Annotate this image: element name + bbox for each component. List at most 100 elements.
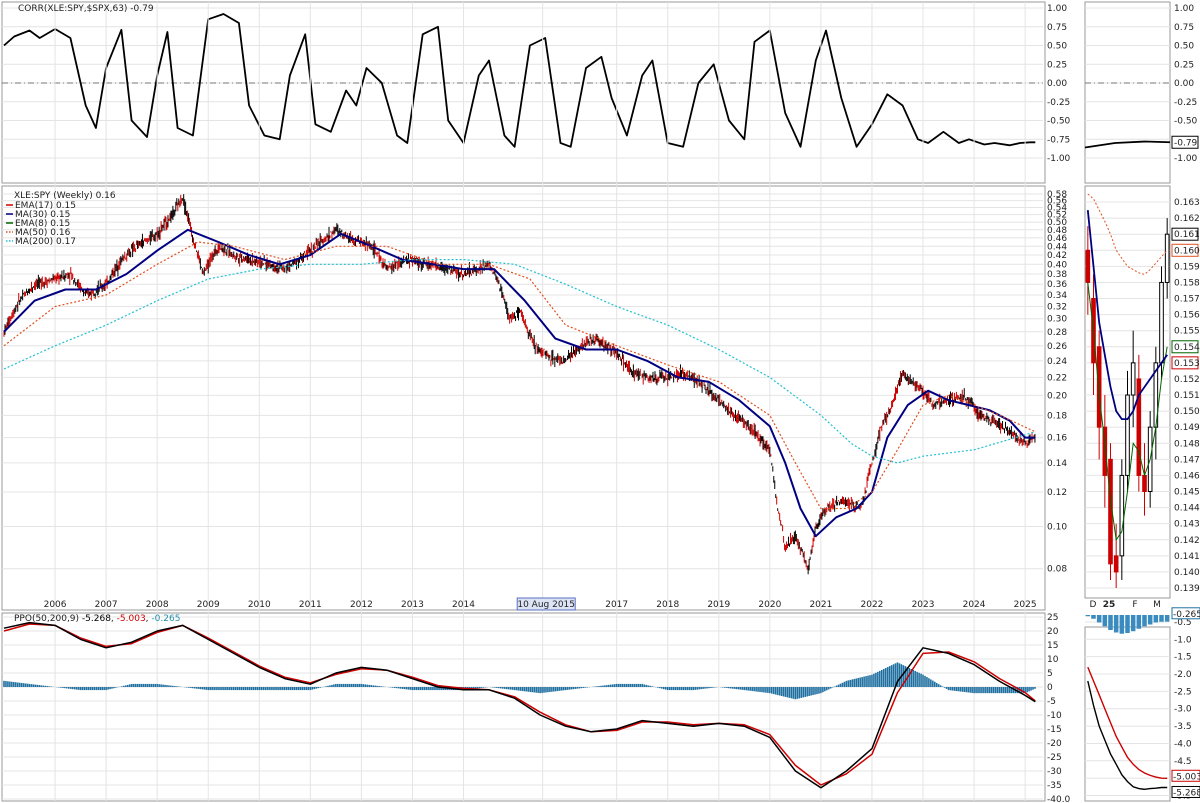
inset-price-tick-label: 0.146 [1174,471,1200,481]
price-tick-label: 0.46 [1047,234,1067,244]
inset-candle-body [1102,426,1108,476]
corr-panel-title: CORR(XLE:SPY,$SPX,63) -0.79 [18,4,154,14]
price-tick-label: 0.50 [1047,218,1067,228]
x-tick-label: 2011 [299,600,322,610]
price-tick-label: 0.48 [1047,226,1067,236]
inset-ppo-tick-label: -3.5 [1174,722,1192,732]
ppo-tick-label: -15 [1047,725,1062,735]
inset-ppo-tick-label: -0.5 [1174,618,1192,628]
inset-ppo-hist-bar [1142,615,1147,627]
panel-frame-corr [1,1,1046,184]
cursor-date-box [516,597,576,611]
x-tick-label: 2019 [707,600,730,610]
inset-corr-tick-label: 0.25 [1174,60,1194,70]
inset-ppo-hist-bar [1102,615,1108,627]
price-tick-label: 0.56 [1047,197,1067,207]
inset-corr-tick-label: 1.00 [1174,4,1194,14]
inset-x-tick-label: F [1132,600,1137,610]
price-tick-label: 0.22 [1047,373,1067,383]
x-tick-label: 2017 [605,600,628,610]
price-tick-label: 0.26 [1047,342,1067,352]
legend-label: MA(30) 0.15 [15,210,70,220]
inset-corr-tick-label: -1.00 [1174,154,1198,164]
corr-tick-label: 0.75 [1047,23,1067,33]
inset-price-badge-box [1171,243,1199,257]
price-tick-label: 0.34 [1047,291,1067,301]
ppo-tick-label: -5 [1047,697,1056,707]
inset-corr-badge-box [1171,135,1199,149]
corr-tick-label: -0.75 [1047,135,1070,145]
x-tick-label: 2023 [912,600,935,610]
inset-price-tick-label: 0.157 [1174,295,1200,305]
price-tick-label: 0.58 [1047,190,1067,200]
x-tick-label: 2025 [1014,600,1037,610]
price-panel-title: XLE:SPY (Weekly) 0.16 [14,191,116,201]
inset-ppo-tick-label: -1.0 [1174,635,1192,645]
price-tick-label: 0.24 [1047,357,1067,367]
ppo-tick-label: -35 [1047,781,1062,791]
inset-price-badge: 0.161 [1174,230,1200,240]
price-tick-label: 0.30 [1047,315,1067,325]
corr-tick-label: 1.00 [1047,4,1067,14]
inset-price-tick-label: 0.141 [1174,552,1200,562]
x-tick-label: 2008 [146,600,169,610]
inset-corr-tick-label: 0.00 [1174,79,1194,89]
inset-price-badge: 0.160 [1174,246,1200,256]
price-line-ma200 [3,259,1036,464]
price-tick-label: 0.36 [1047,280,1067,290]
corr-line [3,13,1036,148]
panel-frame-ppo [1,612,1046,802]
inset-candle-body [1142,474,1147,493]
inset-ppo-hist-bar [1159,615,1164,622]
cursor-date-label: 10 Aug 2015 [517,600,575,610]
inset-price-frame [1084,185,1171,599]
ppo-line-signal [3,623,1036,786]
inset-x-tick-label: M [1153,600,1161,610]
price-tick-label: 0.14 [1047,459,1067,469]
inset-ppo-hist-bar [1153,615,1159,623]
inset-corr-tick-label: 0.75 [1174,23,1194,33]
corr-tick-label: -0.25 [1047,98,1070,108]
x-tick-label: 2014 [452,600,475,610]
price-tick-label: 0.18 [1047,411,1067,421]
inset-corr-frame [1084,1,1171,184]
inset-price-tick-label: 0.162 [1174,214,1200,224]
corr-tick-label: 0.50 [1047,42,1067,52]
price-line-ma50 [3,241,1036,510]
x-tick-label: 2024 [963,600,986,610]
inset-price-tick-label: 0.148 [1174,439,1200,449]
price-tick-label: 0.12 [1047,488,1067,498]
ppo-tick-label: 5 [1047,669,1053,679]
x-tick-label: 2012 [350,600,373,610]
ppo-tick-label: -30 [1047,767,1062,777]
inset-ppo-tick-label: -1.5 [1174,653,1192,663]
x-tick-label: 2006 [44,600,67,610]
inset-ppo-hist-bar [1119,615,1125,634]
inset-candle-body [1113,555,1119,573]
inset-corr-line [1084,140,1171,149]
inset-candle-body [1085,249,1091,283]
inset-candle-body [1096,346,1102,428]
inset-ppo-frame [1084,626,1171,802]
inset-price-tick-label: 0.158 [1174,278,1200,288]
legend-label: MA(200) 0.17 [15,237,76,247]
inset-price-tick-label: 0.152 [1174,375,1200,385]
inset-ppo-hist-bar [1108,615,1113,630]
inset-ppo-badge: -5.268 [1173,788,1200,798]
legend-label: EMA(8) 0.15 [15,219,70,229]
inset-candle-body [1125,394,1130,476]
ppo-tick-label: -25 [1047,753,1062,763]
x-tick-label: 2020 [758,600,781,610]
inset-ppo-tick-label: -4.5 [1174,757,1192,767]
legend-label: MA(50) 0.16 [15,228,71,238]
ppo-tick-label: 25 [1047,613,1058,623]
ppo-tick-label: 20 [1047,627,1059,637]
inset-ppo-line [1087,680,1168,791]
price-tick-label: 0.54 [1047,204,1067,214]
corr-tick-label: 0.00 [1047,79,1067,89]
inset-price-tick-label: 0.139 [1174,584,1200,594]
ppo-tick-label: 10 [1047,655,1059,665]
x-tick-label: 2013 [401,600,424,610]
inset-ppo-hist-bar [1096,615,1102,623]
price-tick-label: 0.32 [1047,302,1067,312]
